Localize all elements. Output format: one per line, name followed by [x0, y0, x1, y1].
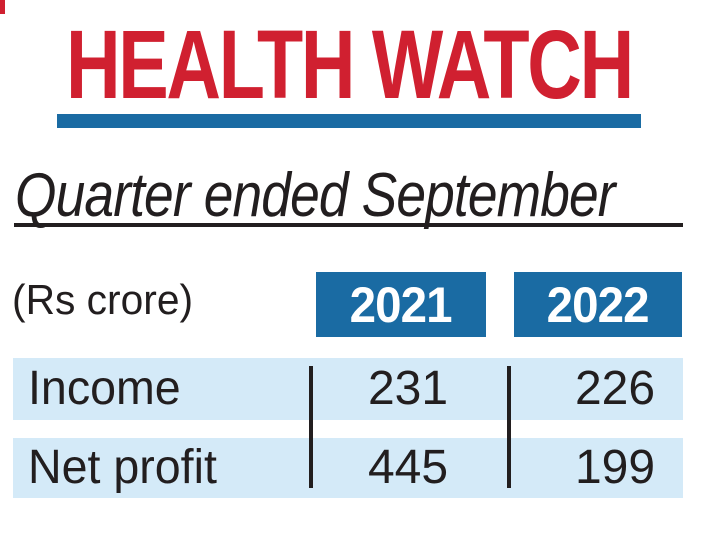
column-header-2022: 2022: [514, 272, 682, 337]
column-header-2021-label: 2021: [350, 276, 453, 333]
cell-income-2022: 226: [574, 362, 656, 415]
subtitle-rule: [14, 223, 683, 227]
column-header-2022-label: 2022: [547, 276, 650, 333]
row-label-income: Income: [28, 362, 181, 415]
unit-label: (Rs crore): [12, 276, 194, 323]
table-row-income: Income 231 226: [13, 358, 683, 420]
subtitle: Quarter ended September: [15, 161, 616, 230]
page-title: HEALTH WATCH: [66, 10, 634, 119]
cell-income-2021: 231: [367, 362, 449, 415]
column-divider-1: [309, 366, 313, 488]
column-divider-2: [507, 366, 511, 488]
cell-net-profit-2021: 445: [367, 441, 449, 494]
column-header-2021: 2021: [316, 272, 486, 337]
cell-net-profit-2022: 199: [574, 441, 656, 494]
row-label-net-profit: Net profit: [28, 441, 217, 494]
table-row-net-profit: Net profit 445 199: [13, 438, 683, 498]
title-underline-bar: [57, 114, 641, 128]
corner-crop-mark: [0, 0, 5, 14]
